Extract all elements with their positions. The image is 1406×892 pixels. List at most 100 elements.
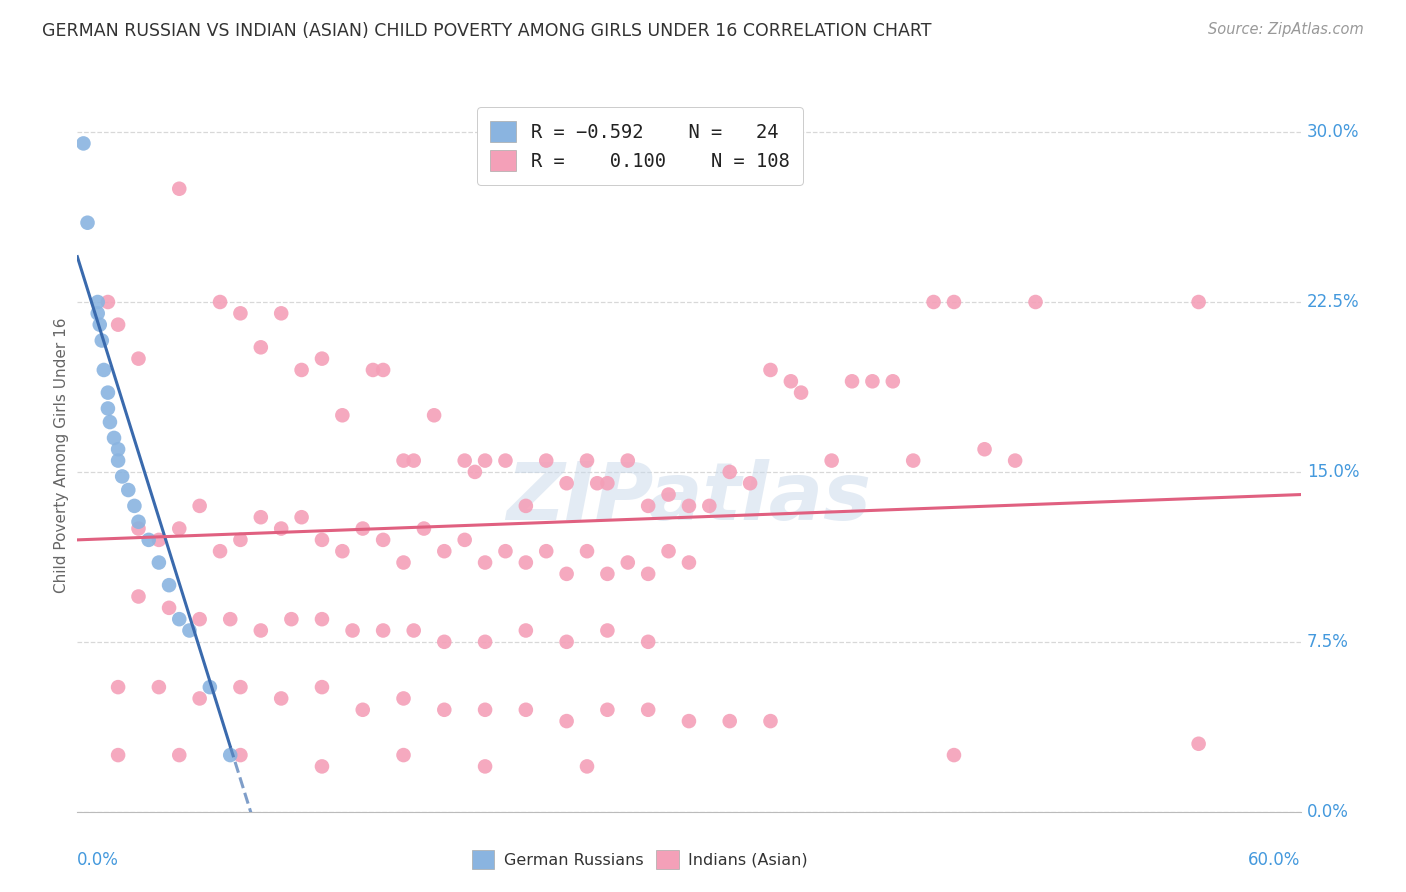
Point: [290, 510, 312, 524]
Point: [617, 453, 640, 467]
Point: [371, 624, 394, 638]
Point: [290, 363, 312, 377]
Point: [138, 533, 160, 547]
Point: [157, 578, 180, 592]
Point: [219, 612, 242, 626]
Point: [453, 453, 475, 467]
Point: [474, 759, 496, 773]
Point: [555, 635, 578, 649]
Point: [413, 522, 436, 536]
Point: [596, 703, 619, 717]
Point: [107, 318, 129, 332]
Point: [943, 295, 966, 310]
Point: [72, 136, 94, 151]
Point: [371, 533, 394, 547]
Point: [270, 306, 292, 320]
Point: [474, 635, 496, 649]
Point: [352, 522, 374, 536]
Point: [555, 714, 578, 728]
Point: [1187, 295, 1209, 310]
Point: [637, 703, 659, 717]
Point: [515, 499, 537, 513]
Point: [464, 465, 486, 479]
Point: [780, 374, 803, 388]
Point: [198, 680, 221, 694]
Point: [617, 556, 640, 570]
Point: [495, 453, 517, 467]
Text: Source: ZipAtlas.com: Source: ZipAtlas.com: [1208, 22, 1364, 37]
Point: [188, 612, 211, 626]
Point: [179, 624, 201, 638]
Point: [107, 748, 129, 763]
Point: [759, 714, 782, 728]
Point: [90, 334, 112, 348]
Point: [596, 476, 619, 491]
Point: [250, 340, 273, 354]
Point: [392, 453, 415, 467]
Point: [576, 453, 599, 467]
Point: [169, 748, 191, 763]
Text: 30.0%: 30.0%: [1306, 123, 1360, 141]
Text: 60.0%: 60.0%: [1249, 851, 1301, 869]
Point: [637, 635, 659, 649]
Point: [1187, 737, 1209, 751]
Point: [515, 703, 537, 717]
Point: [250, 510, 273, 524]
Point: [127, 522, 149, 536]
Point: [332, 544, 354, 558]
Point: [361, 363, 384, 377]
Point: [97, 385, 120, 400]
Point: [117, 483, 139, 497]
Point: [76, 216, 98, 230]
Point: [862, 374, 884, 388]
Point: [402, 624, 425, 638]
Point: [392, 691, 415, 706]
Point: [392, 748, 415, 763]
Point: [270, 522, 292, 536]
Point: [596, 566, 619, 581]
Point: [352, 703, 374, 717]
Point: [586, 476, 609, 491]
Point: [903, 453, 925, 467]
Point: [127, 351, 149, 366]
Point: [311, 680, 333, 694]
Point: [658, 544, 681, 558]
Point: [157, 600, 180, 615]
Text: 15.0%: 15.0%: [1306, 463, 1360, 481]
Text: 0.0%: 0.0%: [77, 851, 120, 869]
Point: [93, 363, 115, 377]
Point: [433, 635, 456, 649]
Text: GERMAN RUSSIAN VS INDIAN (ASIAN) CHILD POVERTY AMONG GIRLS UNDER 16 CORRELATION : GERMAN RUSSIAN VS INDIAN (ASIAN) CHILD P…: [42, 22, 932, 40]
Point: [637, 499, 659, 513]
Point: [229, 533, 252, 547]
Point: [342, 624, 364, 638]
Point: [250, 624, 273, 638]
Point: [311, 533, 333, 547]
Point: [148, 533, 170, 547]
Text: 0.0%: 0.0%: [1306, 803, 1348, 821]
Point: [474, 453, 496, 467]
Point: [515, 624, 537, 638]
Point: [229, 680, 252, 694]
Point: [332, 409, 354, 423]
Point: [759, 363, 782, 377]
Point: [821, 453, 844, 467]
Point: [453, 533, 475, 547]
Point: [973, 442, 995, 457]
Point: [111, 469, 134, 483]
Point: [107, 442, 129, 457]
Point: [718, 465, 741, 479]
Point: [474, 703, 496, 717]
Point: [208, 544, 231, 558]
Point: [555, 566, 578, 581]
Point: [87, 306, 110, 320]
Point: [280, 612, 302, 626]
Point: [678, 499, 700, 513]
Point: [270, 691, 292, 706]
Point: [1004, 453, 1026, 467]
Point: [423, 409, 446, 423]
Point: [169, 612, 191, 626]
Point: [637, 566, 659, 581]
Point: [87, 295, 110, 310]
Text: 7.5%: 7.5%: [1306, 632, 1348, 651]
